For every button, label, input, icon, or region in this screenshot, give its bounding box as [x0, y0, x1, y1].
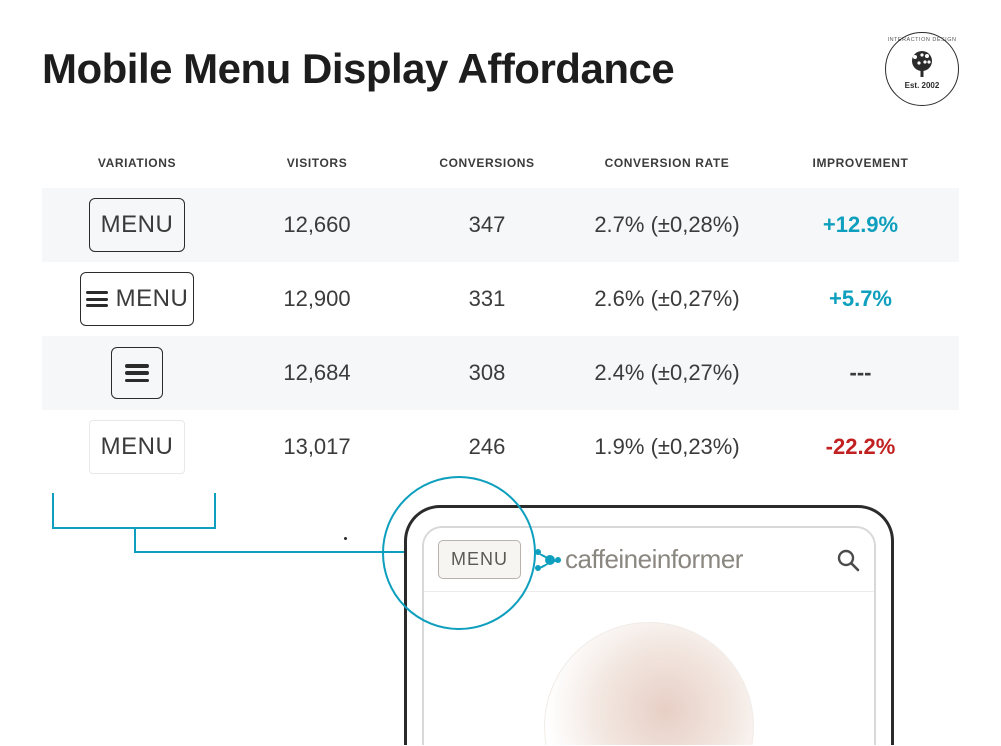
cell-visitors: 13,017 — [232, 434, 402, 460]
table-header-row: VARIATIONS VISITORS CONVERSIONS CONVERSI… — [42, 142, 959, 188]
cell-improvement: +5.7% — [762, 286, 959, 312]
cell-variation — [42, 347, 232, 399]
table-row: MENU 12,9003312.6% (±0,27%)+5.7% — [42, 262, 959, 336]
molecule-icon — [535, 549, 561, 571]
idf-logo: INTERACTION DESIGN Est. 2002 — [885, 32, 959, 106]
hamburger-icon — [125, 364, 149, 382]
brand: caffeineinformer — [535, 544, 743, 575]
hero-image-placeholder — [544, 622, 754, 745]
highlight-circle — [382, 476, 536, 630]
table-row: MENU 12,6603472.7% (±0,28%)+12.9% — [42, 188, 959, 262]
tree-icon — [905, 49, 939, 79]
page-title: Mobile Menu Display Affordance — [42, 45, 674, 93]
callout-dot — [344, 537, 347, 540]
cell-conversions: 308 — [402, 360, 572, 386]
logo-est: Est. 2002 — [905, 81, 940, 90]
bracket-line — [52, 493, 216, 529]
variation-button — [111, 347, 163, 399]
bracket-stem — [134, 529, 136, 551]
cell-variation: MENU — [42, 198, 232, 252]
cell-rate: 2.7% (±0,28%) — [572, 212, 762, 238]
cell-variation: MENU — [42, 420, 232, 474]
header: Mobile Menu Display Affordance INTERACTI… — [42, 32, 959, 106]
cell-improvement: +12.9% — [762, 212, 959, 238]
cell-conversions: 246 — [402, 434, 572, 460]
variation-button: MENU — [89, 198, 185, 252]
cell-conversions: 347 — [402, 212, 572, 238]
cell-improvement: --- — [762, 360, 959, 386]
cell-visitors: 12,660 — [232, 212, 402, 238]
col-header-variations: VARIATIONS — [42, 142, 232, 188]
table-row: 12,6843082.4% (±0,27%)--- — [42, 336, 959, 410]
hamburger-icon — [86, 291, 108, 307]
cell-conversions: 331 — [402, 286, 572, 312]
page: Mobile Menu Display Affordance INTERACTI… — [0, 0, 1001, 746]
col-header-visitors: VISITORS — [232, 142, 402, 188]
callout-region: MENU caffeineinformer — [42, 480, 959, 740]
brand-name: caffeineinformer — [565, 544, 743, 575]
table-row: MENU 13,0172461.9% (±0,23%)-22.2% — [42, 410, 959, 484]
col-header-rate: CONVERSION RATE — [572, 142, 762, 188]
cell-improvement: -22.2% — [762, 434, 959, 460]
col-header-conversions: CONVERSIONS — [402, 142, 572, 188]
cell-rate: 2.6% (±0,27%) — [572, 286, 762, 312]
col-header-improvement: IMPROVEMENT — [762, 142, 959, 188]
results-table: VARIATIONS VISITORS CONVERSIONS CONVERSI… — [42, 142, 959, 484]
table-body: MENU 12,6603472.7% (±0,28%)+12.9% MENU 12,9… — [42, 188, 959, 484]
variation-button: MENU — [80, 272, 194, 326]
cell-rate: 1.9% (±0,23%) — [572, 434, 762, 460]
cell-visitors: 12,684 — [232, 360, 402, 386]
variation-button: MENU — [89, 420, 185, 474]
cell-variation: MENU — [42, 272, 232, 326]
search-icon[interactable] — [836, 548, 860, 572]
cell-rate: 2.4% (±0,27%) — [572, 360, 762, 386]
logo-ring-text: INTERACTION DESIGN — [888, 37, 957, 43]
cell-visitors: 12,900 — [232, 286, 402, 312]
